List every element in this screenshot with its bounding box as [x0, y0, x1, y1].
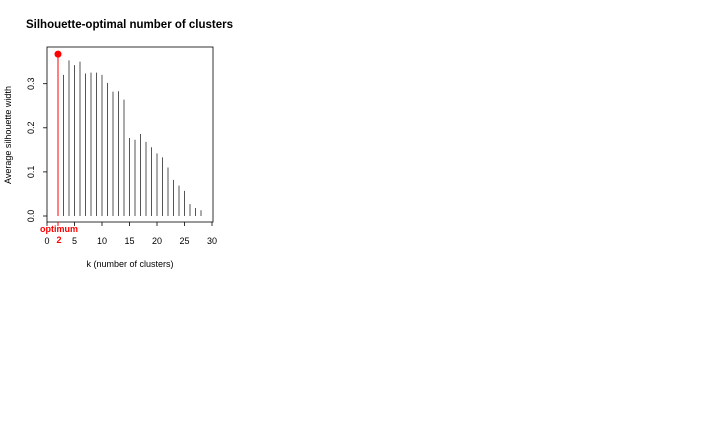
optimum-k-label: 2 [56, 235, 61, 245]
plot-frame [46, 46, 214, 223]
x-tick-label-15: 15 [124, 236, 134, 246]
optimum-marker [54, 50, 62, 58]
x-tick-label-0: 0 [44, 236, 49, 246]
chart-title: Silhouette-optimal number of clusters [26, 19, 233, 31]
x-tick-label-5: 5 [72, 236, 77, 246]
y-tick-label-0.3: 0.3 [26, 77, 36, 90]
optimum-label: optimum [40, 224, 78, 234]
y-axis-label: Average silhouette width [3, 86, 13, 184]
x-tick-label-25: 25 [179, 236, 189, 246]
y-tick-label-0.0: 0.0 [26, 210, 36, 223]
x-tick-label-30: 30 [207, 236, 217, 246]
x-axis: 0 5 10 15 20 25 30 [44, 222, 217, 246]
x-tick-label-10: 10 [97, 236, 107, 246]
y-axis: 0.0 0.1 0.2 0.3 [26, 77, 47, 222]
bars [57, 54, 202, 216]
y-tick-label-0.2: 0.2 [26, 122, 36, 135]
y-tick-label-0.1: 0.1 [26, 166, 36, 179]
x-axis-label: k (number of clusters) [86, 259, 173, 269]
x-tick-label-20: 20 [152, 236, 162, 246]
